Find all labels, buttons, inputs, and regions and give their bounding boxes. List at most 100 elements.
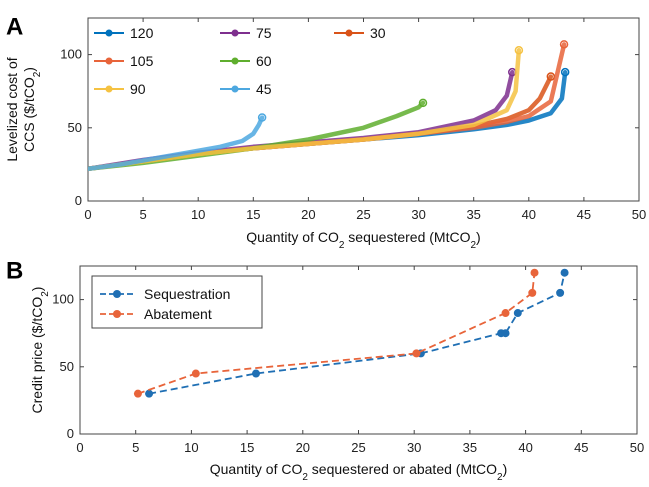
series-curve — [88, 42, 567, 172]
legend-item: 90 — [94, 81, 146, 97]
panel-label: B — [6, 257, 23, 284]
legend-marker — [105, 85, 113, 93]
legend-marker — [113, 290, 121, 298]
legend-item: 60 — [220, 53, 272, 69]
plot-series-group — [133, 268, 569, 398]
y-tick-label: 50 — [60, 359, 74, 374]
series-point — [145, 389, 154, 398]
legend-marker — [345, 29, 353, 37]
series-curve — [88, 69, 515, 172]
series-line — [148, 272, 566, 395]
series-abatement — [133, 268, 539, 398]
series-point — [513, 309, 522, 318]
series-sequestration — [145, 268, 569, 398]
y-tick-label: 0 — [67, 426, 74, 441]
series-point — [530, 268, 539, 277]
legend-marker — [105, 29, 113, 37]
series-90 — [88, 45, 524, 172]
x-tick-label: 10 — [184, 440, 198, 455]
x-axis-title: Quantity of CO2 sequestered or abated (M… — [210, 461, 508, 483]
x-tick-label: 50 — [632, 207, 646, 222]
series-point — [191, 369, 200, 378]
legend-marker — [231, 29, 239, 37]
series-75 — [88, 67, 517, 172]
series-point — [501, 329, 510, 338]
legend-item: 30 — [334, 25, 386, 41]
series-line — [137, 272, 536, 395]
series-end-point — [418, 98, 428, 108]
y-axis-title-line2: CCS ($/tCO2) — [21, 67, 43, 152]
panel-label: A — [6, 13, 23, 40]
legend-marker — [231, 57, 239, 65]
x-tick-label: 0 — [76, 440, 83, 455]
x-tick-label: 30 — [407, 440, 421, 455]
legend-label: 75 — [256, 25, 272, 41]
legend-marker — [231, 85, 239, 93]
x-tick-label: 45 — [574, 440, 588, 455]
series-120 — [88, 67, 570, 172]
x-tick-label: 15 — [246, 207, 260, 222]
chart-panel-a: A 0 5 10 15 20 25 30 35 40 45 50 0 50 100 Quantity of C… — [4, 13, 646, 250]
x-tick-label: 35 — [466, 207, 480, 222]
series-point — [560, 268, 569, 277]
y-tick-label: 50 — [68, 120, 82, 135]
x-tick-label: 40 — [522, 207, 536, 222]
x-tick-label: 0 — [84, 207, 91, 222]
y-tick-label: 100 — [60, 47, 82, 62]
series-point — [133, 389, 142, 398]
legend-item: 45 — [220, 81, 272, 97]
legend-box — [91, 275, 263, 329]
legend-label: 105 — [130, 53, 154, 69]
x-tick-label: 5 — [139, 207, 146, 222]
legend: Sequestration Abatement — [91, 275, 263, 329]
legend-label: 90 — [130, 81, 146, 97]
series-point — [528, 288, 537, 297]
x-tick-label: 5 — [132, 440, 139, 455]
y-axis-title-line1: Levelized cost of — [4, 57, 20, 161]
series-end-point — [514, 45, 524, 55]
series-point — [252, 369, 261, 378]
x-tick-label: 30 — [411, 207, 425, 222]
legend-marker — [113, 310, 121, 318]
x-tick-label: 20 — [301, 207, 315, 222]
series-end-point — [559, 40, 569, 49]
legend-label: 45 — [256, 81, 272, 97]
legend-item: 105 — [94, 53, 154, 69]
legend-label: Sequestration — [144, 286, 230, 302]
legend-item: 75 — [220, 25, 272, 41]
series-point — [556, 288, 565, 297]
x-tick-label: 15 — [240, 440, 254, 455]
x-tick-label: 40 — [518, 440, 532, 455]
chart-panel-b: B 0 5 10 15 20 25 30 35 40 45 50 0 50 100 Quantity of C… — [6, 257, 644, 482]
series-curve — [88, 115, 265, 172]
series-point — [501, 309, 510, 318]
series-curve — [88, 47, 522, 172]
legend-label: 60 — [256, 53, 272, 69]
series-end-point — [257, 113, 267, 122]
legend-marker — [105, 57, 113, 65]
legend-item: 120 — [94, 25, 154, 41]
series-45 — [88, 113, 267, 172]
x-tick-label: 50 — [630, 440, 644, 455]
y-axis-title: Credit price ($/tCO2) — [29, 287, 51, 414]
legend-label: 30 — [370, 25, 386, 41]
x-tick-label: 20 — [296, 440, 310, 455]
legend-item: Sequestration — [100, 286, 230, 302]
y-tick-label: 100 — [52, 292, 74, 307]
legend-item: Abatement — [100, 306, 212, 322]
x-tick-label: 45 — [577, 207, 591, 222]
y-tick-label: 0 — [75, 193, 82, 208]
legend: 120 105 90 75 60 45 30 — [94, 25, 386, 97]
legend-label: Abatement — [144, 306, 212, 322]
series-end-point — [560, 67, 570, 77]
series-105 — [88, 40, 569, 172]
x-tick-label: 25 — [351, 440, 365, 455]
series-60 — [88, 98, 428, 172]
legend-label: 120 — [130, 25, 154, 41]
series-point — [412, 349, 421, 358]
plot-series-group — [88, 40, 570, 172]
x-tick-label: 10 — [191, 207, 205, 222]
x-tick-label: 35 — [463, 440, 477, 455]
